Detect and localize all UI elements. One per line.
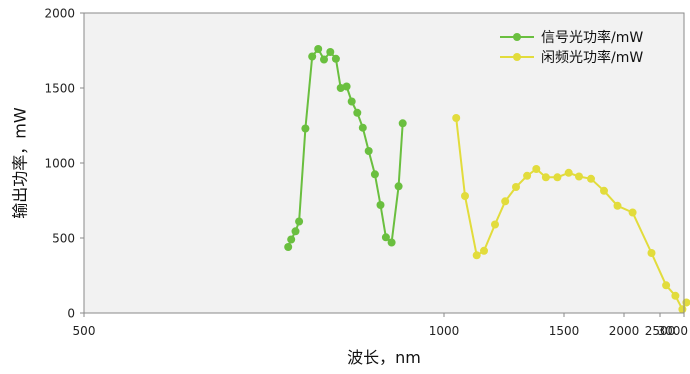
- data-point-series-0: [381, 233, 390, 242]
- data-point-series-1: [678, 305, 687, 314]
- data-point-series-0: [295, 217, 304, 226]
- data-point-series-0: [347, 97, 356, 106]
- x-tick-label: 2500: [645, 324, 676, 338]
- series-0: [284, 45, 407, 251]
- data-point-series-1: [575, 172, 583, 181]
- y-tick-label: 0: [67, 307, 75, 321]
- legend-label-idler: 闲频光功率/mW: [541, 49, 643, 66]
- x-axis-title: 波长，nm: [347, 348, 421, 367]
- data-point-series-0: [314, 45, 323, 53]
- data-point-series-0: [394, 182, 403, 191]
- x-tick-label: 1500: [549, 324, 580, 338]
- data-point-series-0: [353, 108, 362, 117]
- y-tick-label: 1500: [44, 82, 75, 96]
- data-point-series-0: [320, 55, 328, 64]
- x-tick-label: 500: [73, 324, 96, 338]
- data-point-series-1: [491, 220, 499, 229]
- data-point-series-1: [523, 171, 532, 180]
- data-point-series-1: [541, 173, 550, 182]
- data-point-series-0: [387, 238, 396, 247]
- x-tick-label: 2000: [609, 324, 640, 338]
- data-point-series-1: [512, 183, 520, 191]
- data-point-series-1: [553, 173, 562, 182]
- data-point-series-1: [480, 246, 488, 255]
- series-1: [452, 114, 690, 314]
- legend-marker-idler: [513, 53, 521, 61]
- series-layer: [284, 45, 690, 314]
- data-point-series-1: [532, 165, 541, 173]
- data-point-series-1: [600, 186, 608, 195]
- y-tick-label: 500: [52, 232, 75, 246]
- data-point-series-1: [628, 208, 637, 217]
- data-point-series-0: [342, 82, 351, 91]
- y-tick-label: 1000: [44, 157, 75, 171]
- legend-item-signal: 信号光功率/mW: [500, 29, 643, 46]
- y-tick-label: 2000: [44, 7, 75, 21]
- series-line-1: [455, 117, 688, 311]
- data-point-series-1: [613, 201, 622, 210]
- data-point-series-0: [301, 124, 310, 133]
- data-point-series-0: [308, 52, 317, 61]
- data-point-series-1: [452, 114, 461, 122]
- data-point-series-0: [287, 235, 296, 244]
- data-point-series-0: [291, 227, 300, 236]
- data-point-series-0: [358, 123, 367, 132]
- x-tick-label: 3000: [657, 324, 688, 338]
- x-tick-label: 1000: [429, 324, 460, 338]
- plot-border: [83, 12, 685, 314]
- legend-label-signal: 信号光功率/mW: [541, 29, 643, 46]
- data-point-series-0: [331, 54, 340, 63]
- data-point-series-0: [364, 147, 373, 155]
- data-point-series-1: [461, 192, 469, 200]
- data-point-series-0: [370, 170, 379, 179]
- legend: 信号光功率/mW 闲频光功率/mW: [500, 29, 643, 66]
- plot-area: [84, 13, 684, 313]
- data-point-series-1: [671, 291, 680, 300]
- y-axis-title: 输出功率，mW: [11, 107, 30, 219]
- data-point-series-1: [587, 174, 595, 183]
- data-point-series-1: [564, 168, 573, 177]
- data-point-series-0: [398, 119, 407, 128]
- data-point-series-0: [326, 48, 335, 56]
- data-point-series-1: [662, 281, 671, 290]
- y-axis: 0 500 1000 1500 2000: [44, 7, 84, 321]
- legend-marker-signal: [513, 33, 521, 41]
- data-point-series-0: [284, 243, 293, 251]
- legend-item-idler: 闲频光功率/mW: [500, 49, 643, 66]
- data-point-series-1: [472, 251, 481, 260]
- data-point-series-1: [647, 249, 656, 257]
- data-point-series-1: [501, 197, 510, 206]
- data-point-series-0: [376, 201, 385, 209]
